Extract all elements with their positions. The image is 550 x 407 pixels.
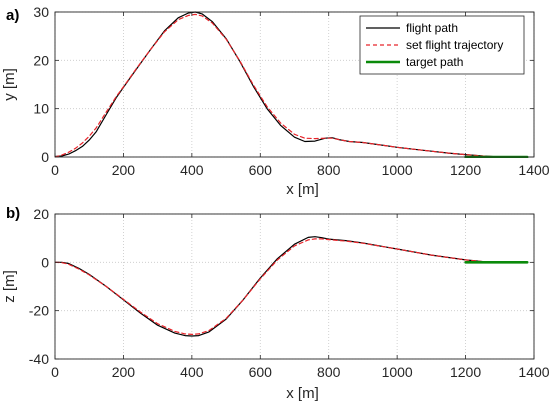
panel-label: a)	[6, 7, 19, 24]
legend-label: target path	[406, 55, 463, 69]
chart-panel-b: 0 200 400 600 800 1000 1200 1400 -40 -20 0 20 x [m] z…	[1, 205, 550, 402]
axes-box	[54, 11, 535, 158]
x-tick-label: 1000	[382, 364, 413, 380]
x-tick-label: 1400	[518, 364, 549, 380]
panel-label: b)	[6, 205, 20, 222]
series-line-set-flight-trajectory	[55, 238, 501, 335]
x-tick-label: 400	[180, 364, 204, 380]
y-axis-label: y [m]	[1, 68, 18, 101]
x-tick-label: 0	[51, 162, 59, 178]
series-group	[55, 236, 529, 337]
chart-panel-a: 0 200 400 600 800 1000 1200 1400 0 10 20 30 x [m] y […	[1, 4, 550, 198]
y-tick-label: 10	[33, 101, 49, 117]
plot-area	[55, 214, 534, 359]
x-axis-label: x [m]	[286, 385, 319, 402]
x-tick-label: 1400	[518, 162, 549, 178]
x-tick-label: 0	[51, 364, 59, 380]
x-tick-label: 800	[317, 364, 341, 380]
y-tick-label: 20	[33, 52, 49, 68]
legend-label: flight path	[406, 21, 458, 35]
x-tick-label: 1200	[450, 364, 481, 380]
x-tick-label: 200	[112, 162, 136, 178]
x-tick-label: 200	[112, 364, 136, 380]
y-tick-label: 30	[33, 4, 49, 20]
y-tick-label: 0	[41, 254, 49, 270]
y-tick-label: 20	[33, 206, 49, 222]
axes-box	[54, 213, 535, 360]
y-axis-label: z [m]	[1, 270, 18, 303]
y-tick-label: -20	[29, 303, 49, 319]
series-line-set-flight-trajectory	[55, 13, 501, 158]
x-tick-label: 800	[317, 162, 341, 178]
x-tick-label: 400	[180, 162, 204, 178]
x-tick-label: 600	[249, 162, 273, 178]
y-tick-label: -40	[29, 351, 49, 367]
x-tick-label: 1000	[382, 162, 413, 178]
x-axis-label: x [m]	[286, 181, 319, 198]
x-tick-label: 600	[249, 364, 273, 380]
legend: flight path set flight trajectory target p…	[359, 15, 525, 75]
x-tick-label: 1200	[450, 162, 481, 178]
y-tick-label: 0	[41, 149, 49, 165]
legend-label: set flight trajectory	[406, 38, 503, 52]
